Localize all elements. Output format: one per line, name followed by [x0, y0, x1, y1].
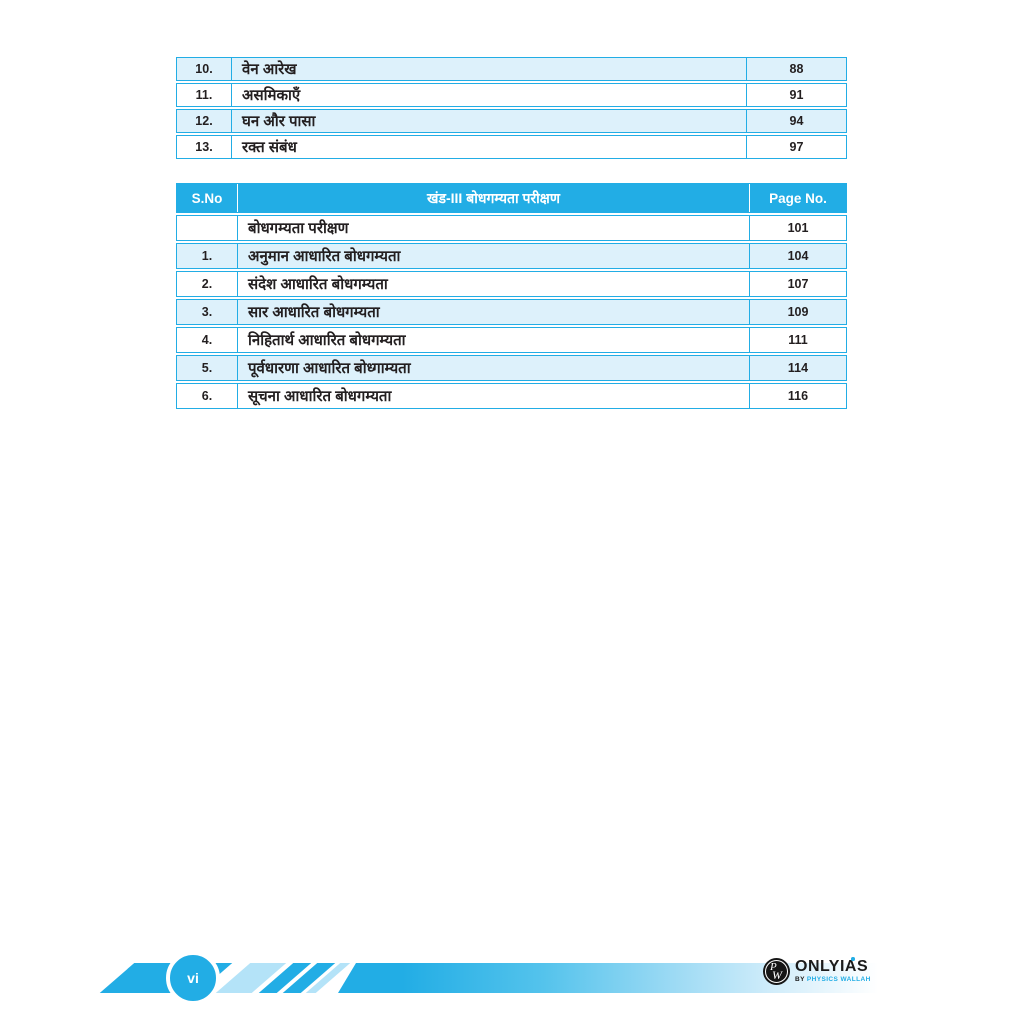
row-page-number: 114 [749, 356, 846, 380]
page-footer: vi P W ONLYIAS BY PHYSICS WALLAH [0, 950, 1024, 1010]
row-serial: 1. [201, 249, 213, 263]
row-serial: 13. [195, 140, 213, 154]
row-title: अनुमान आधारित बोधगम्यता [237, 244, 749, 268]
row-serial: 3. [201, 305, 213, 319]
table-row: 3. सार आधारित बोधगम्यता 109 [176, 299, 847, 325]
row-title: सार आधारित बोधगम्यता [237, 300, 749, 324]
pw-logo-icon: P W [763, 958, 790, 985]
row-title: संदेश आधारित बोधगम्यता [237, 272, 749, 296]
row-title: घन और पासा [231, 110, 746, 132]
toc-table-top: 10. वेन आरेख 88 11. असमिकाएँ 91 12. घन औ… [176, 57, 847, 159]
row-title: निहितार्थ आधारित बोधगम्यता [237, 328, 749, 352]
row-page-number: 97 [746, 136, 846, 158]
toc-table-section-rows: बोधगम्यता परीक्षण 101 1. अनुमान आधारित ब… [176, 215, 847, 409]
table-row: 13. रक्त संबंध 97 [176, 135, 847, 159]
page-number-label: vi [187, 970, 199, 986]
brand-i-dot-icon [851, 957, 855, 961]
row-title: सूचना आधारित बोधगम्यता [237, 384, 749, 408]
table-row: 4. निहितार्थ आधारित बोधगम्यता 111 [176, 327, 847, 353]
row-page-number: 104 [749, 244, 846, 268]
table-row: 12. घन और पासा 94 [176, 109, 847, 133]
table-row: 5. पूर्वधारणा आधारित बोध्गाम्यता 114 [176, 355, 847, 381]
header-sno: S.No [191, 190, 223, 206]
pw-monogram-p: P [770, 961, 777, 973]
toc-table-section-3: S.No खंड-III बोधगम्यता परीक्षण Page No. … [176, 183, 847, 409]
row-title: वेन आरेख [231, 58, 746, 80]
brand-name: ONLYIAS [795, 957, 869, 976]
table-row: 11. असमिकाएँ 91 [176, 83, 847, 107]
row-page-number: 91 [746, 84, 846, 106]
header-page-no: Page No. [749, 184, 846, 212]
row-page-number: 116 [749, 384, 846, 408]
row-serial [177, 216, 237, 240]
row-page-number: 101 [749, 216, 846, 240]
row-serial: 6. [201, 389, 213, 403]
row-page-number: 107 [749, 272, 846, 296]
table-row: 1. अनुमान आधारित बोधगम्यता 104 [176, 243, 847, 269]
row-page-number: 88 [746, 58, 846, 80]
pw-monogram-w: W [772, 968, 782, 982]
table-header-row: S.No खंड-III बोधगम्यता परीक्षण Page No. [176, 183, 847, 213]
row-page-number: 109 [749, 300, 846, 324]
table-row: 6. सूचना आधारित बोधगम्यता 116 [176, 383, 847, 409]
row-title: पूर्वधारणा आधारित बोध्गाम्यता [237, 356, 749, 380]
row-serial: 10. [195, 62, 213, 76]
row-page-number: 94 [746, 110, 846, 132]
row-title: बोधगम्यता परीक्षण [237, 216, 749, 240]
header-section-title: खंड-III बोधगम्यता परीक्षण [237, 184, 749, 212]
table-row: 10. वेन आरेख 88 [176, 57, 847, 81]
row-title: असमिकाएँ [231, 84, 746, 106]
row-serial: 4. [201, 333, 213, 347]
brand-logo: P W ONLYIAS BY PHYSICS WALLAH [763, 957, 871, 985]
row-serial: 11. [195, 88, 213, 102]
table-row: 2. संदेश आधारित बोधगम्यता 107 [176, 271, 847, 297]
row-page-number: 111 [749, 328, 846, 352]
row-title: रक्त संबंध [231, 136, 746, 158]
brand-text: ONLYIAS BY PHYSICS WALLAH [795, 957, 871, 984]
toc-table-top-rows: 10. वेन आरेख 88 11. असमिकाएँ 91 12. घन औ… [176, 57, 847, 159]
row-serial: 5. [201, 361, 213, 375]
page-number-badge: vi [166, 951, 220, 1005]
row-serial: 2. [201, 277, 213, 291]
row-serial: 12. [195, 114, 213, 128]
brand-tagline: BY PHYSICS WALLAH [795, 976, 871, 984]
table-row: बोधगम्यता परीक्षण 101 [176, 215, 847, 241]
